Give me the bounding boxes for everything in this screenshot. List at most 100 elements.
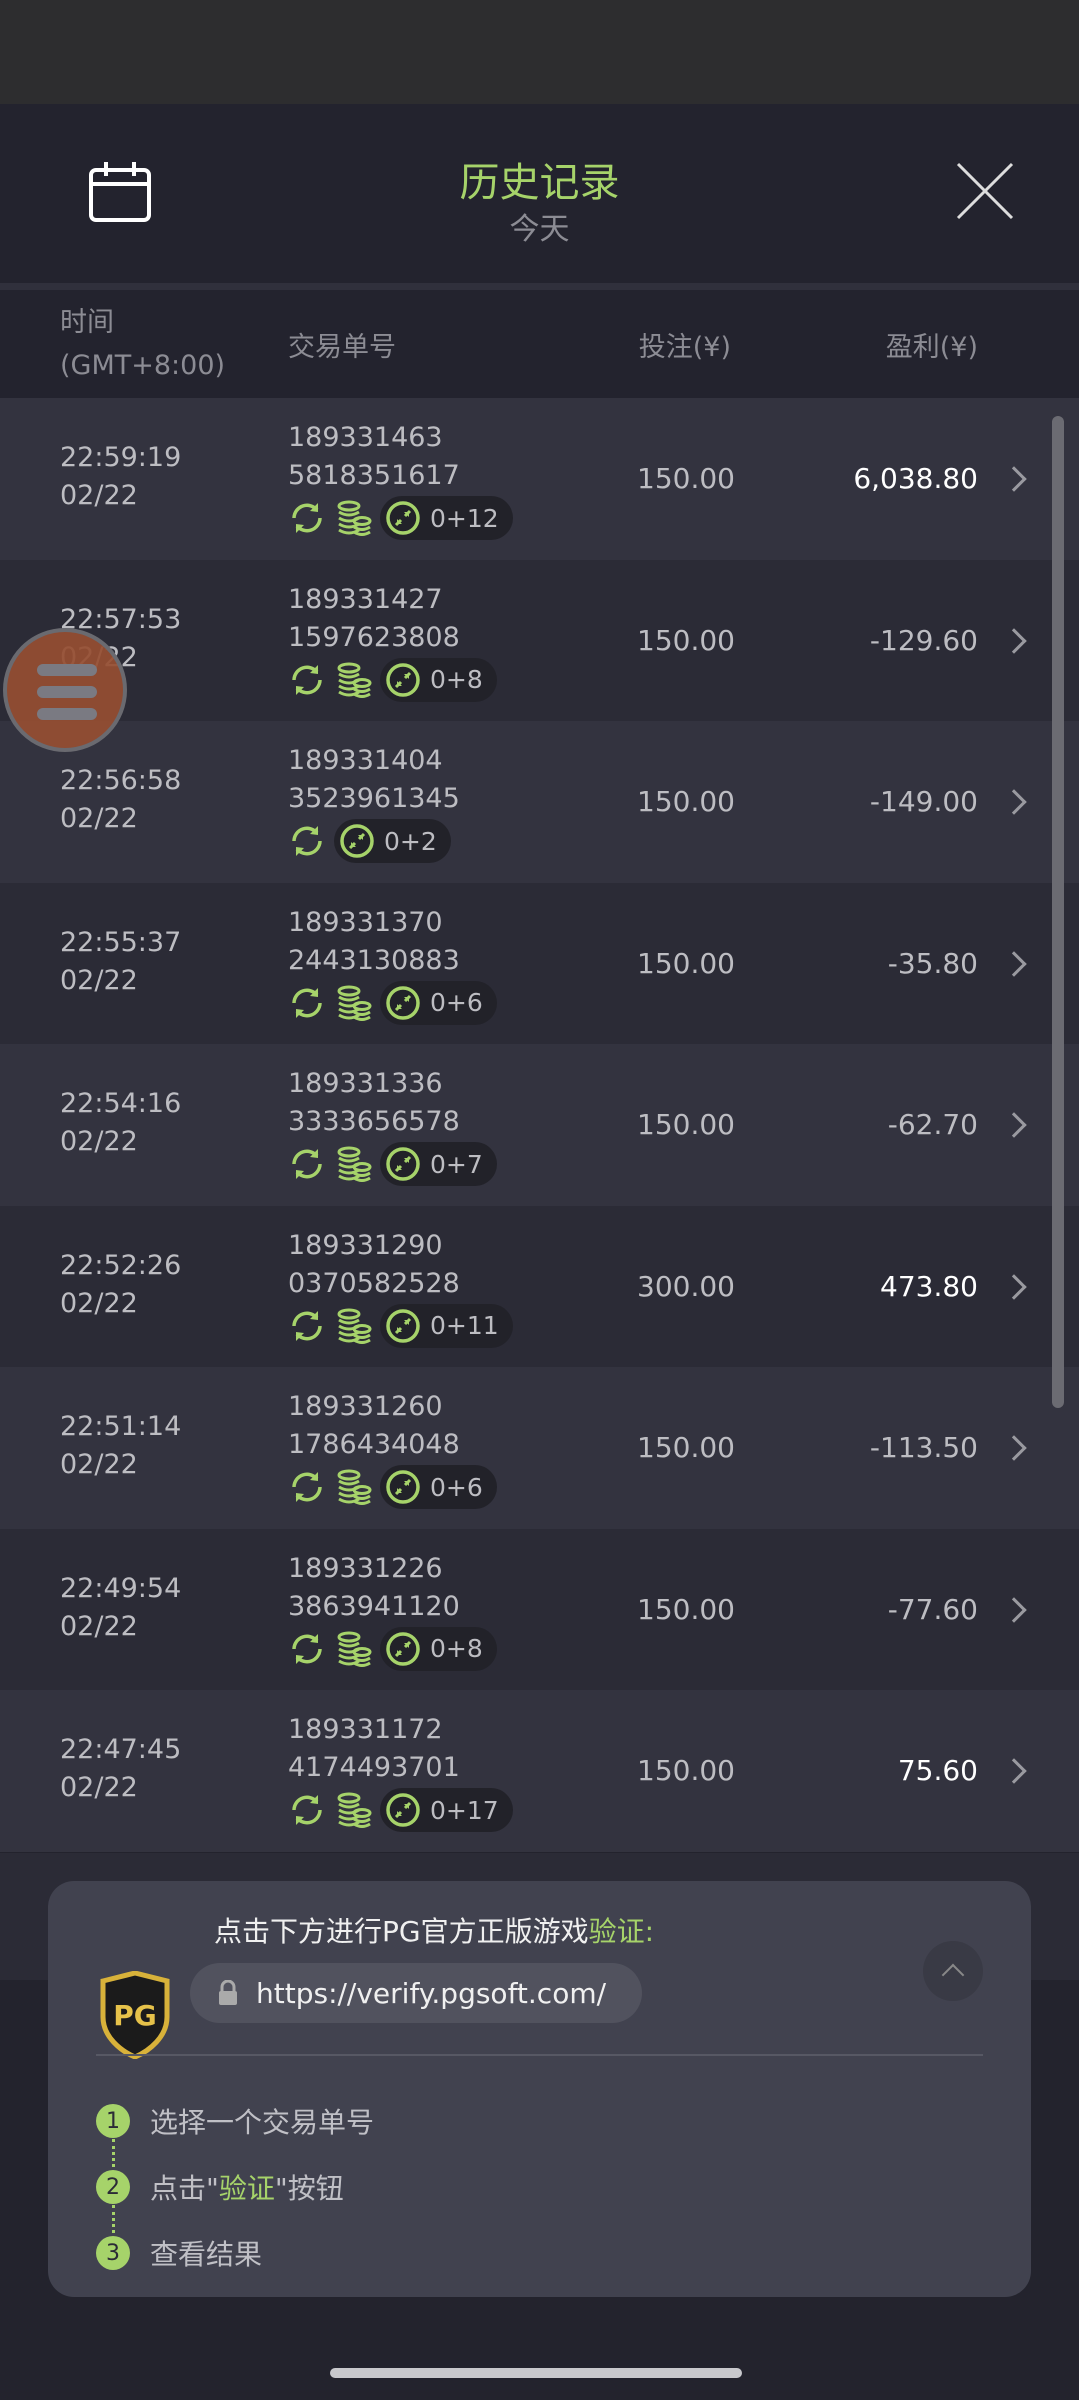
coins-icon — [337, 662, 372, 698]
bet-amount: 150.00 — [637, 1431, 735, 1464]
free-spin-badge: 0+2 — [334, 819, 451, 863]
chevron-right-icon[interactable] — [1001, 466, 1027, 492]
order-id-line2: 3523961345 — [288, 783, 460, 814]
verify-step: 1 选择一个交易单号 — [96, 2101, 374, 2141]
collapse-button[interactable] — [923, 1941, 983, 2001]
free-spin-icon — [386, 1470, 420, 1504]
table-row[interactable]: 22:52:26 02/22 189331290 0370582528 0+11 3… — [0, 1205, 1079, 1367]
col-bet: 投注(¥) — [638, 332, 731, 363]
chevron-right-icon[interactable] — [1001, 1758, 1027, 1784]
row-date: 02/22 — [60, 1610, 138, 1642]
chevron-right-icon[interactable] — [1001, 1596, 1027, 1623]
coins-icon — [337, 1308, 372, 1344]
badge-count: 0+8 — [430, 1634, 483, 1663]
profit-amount: 6,038.80 — [853, 462, 978, 495]
order-id-line1: 189331260 — [288, 1391, 443, 1422]
refresh-icon — [292, 503, 322, 533]
svg-text:PG: PG — [113, 1999, 157, 2032]
scrollbar[interactable] — [1052, 416, 1064, 1408]
bet-amount: 150.00 — [637, 462, 735, 495]
badge-count: 0+6 — [430, 988, 483, 1017]
free-spin-icon — [340, 824, 374, 858]
row-time: 22:55:37 — [60, 926, 182, 958]
badge-count: 0+2 — [384, 826, 437, 856]
step-text: 点击" — [150, 2172, 219, 2205]
divider — [96, 2054, 983, 2056]
floating-menu-button[interactable] — [3, 628, 127, 752]
profit-amount: -113.50 — [869, 1431, 978, 1464]
chevron-right-icon[interactable] — [1001, 627, 1027, 654]
verify-step: 2 点击"验证"按钮 — [96, 2167, 344, 2207]
table-row[interactable]: 22:55:37 02/22 189331370 2443130883 0+6 15… — [0, 882, 1079, 1044]
free-spin-badge: 0+6 — [380, 1465, 497, 1509]
step-text-end: "按钮 — [274, 2172, 344, 2205]
refresh-icon — [292, 1795, 322, 1825]
verify-heading-text: 点击下方进行PG官方正版游戏 — [214, 1915, 589, 1948]
chevron-right-icon[interactable] — [1001, 789, 1027, 815]
verify-url: https://verify.pgsoft.com/ — [256, 1976, 607, 2010]
lock-icon — [219, 1980, 237, 2005]
calendar-icon[interactable] — [88, 160, 152, 224]
table-row[interactable]: 22:51:14 02/22 189331260 1786434048 0+6 15… — [0, 1367, 1079, 1529]
header: 历史记录 今天 — [0, 104, 1079, 283]
order-id-line2: 5818351617 — [288, 460, 460, 491]
close-icon[interactable] — [956, 162, 1014, 220]
verify-panel: PG 点击下方进行PG官方正版游戏验证: https://verify.pgso… — [48, 1881, 1031, 2297]
free-spin-icon — [386, 1308, 420, 1343]
row-time: 22:51:14 — [60, 1411, 182, 1442]
free-spin-badge: 0+12 — [380, 496, 513, 540]
chevron-right-icon[interactable] — [1001, 1112, 1027, 1138]
step-number: 2 — [96, 2170, 130, 2204]
page-title: 历史记录 — [459, 160, 620, 206]
row-time: 22:49:54 — [60, 1572, 182, 1604]
table-row[interactable]: 22:54:16 02/22 189331336 3333656578 0+7 15… — [0, 1044, 1079, 1206]
row-time: 22:59:19 — [60, 442, 182, 473]
home-indicator[interactable] — [330, 2368, 742, 2378]
bet-amount: 150.00 — [637, 1592, 735, 1626]
col-order: 交易单号 — [288, 332, 396, 363]
verify-url-link[interactable]: https://verify.pgsoft.com/ — [190, 1963, 642, 2023]
order-id-line1: 189331336 — [288, 1068, 443, 1099]
order-id-line2: 3333656578 — [288, 1106, 460, 1137]
verify-heading-colon: : — [644, 1915, 655, 1948]
col-profit: 盈利(¥) — [885, 332, 978, 363]
table-header: 时间 (GMT+8:00) 交易单号 投注(¥) 盈利(¥) — [0, 290, 1079, 398]
free-spin-icon — [386, 1793, 420, 1827]
profit-amount: 473.80 — [880, 1269, 978, 1303]
coins-icon — [337, 500, 372, 536]
table-row[interactable]: 22:56:58 02/22 189331404 3523961345 0+2 15… — [0, 721, 1079, 883]
chevron-right-icon[interactable] — [1001, 950, 1027, 977]
order-id-line2: 3863941120 — [288, 1590, 460, 1622]
pg-logo: PG — [100, 1971, 170, 2059]
table-row[interactable]: 22:59:19 02/22 189331463 5818351617 0+12 1… — [0, 398, 1079, 560]
step-text: 选择一个交易单号 — [150, 2106, 375, 2139]
order-id-line2: 1786434048 — [288, 1429, 460, 1460]
chevron-right-icon[interactable] — [1001, 1435, 1027, 1461]
table-row[interactable]: 22:49:54 02/22 189331226 3863941120 0+8 15… — [0, 1528, 1079, 1690]
free-spin-icon — [386, 1147, 420, 1181]
refresh-icon — [292, 1310, 322, 1341]
coins-icon — [337, 985, 372, 1021]
badge-count: 0+12 — [430, 503, 499, 533]
profit-amount: -149.00 — [869, 785, 978, 818]
free-spin-icon — [386, 1631, 420, 1666]
date-filter-label[interactable]: 今天 — [509, 212, 570, 247]
status-bar — [0, 0, 1079, 104]
coins-icon — [337, 1469, 372, 1505]
step-accent: 验证 — [218, 2172, 275, 2205]
verify-heading: 点击下方进行PG官方正版游戏验证: — [214, 1910, 654, 1950]
row-date: 02/22 — [60, 803, 138, 834]
free-spin-badge: 0+6 — [380, 980, 497, 1025]
refresh-icon — [292, 1149, 322, 1179]
table-row[interactable]: 22:47:45 02/22 189331172 4174493701 0+17 1… — [0, 1690, 1079, 1852]
badge-count: 0+6 — [430, 1472, 483, 1502]
chevron-right-icon[interactable] — [1001, 1273, 1027, 1300]
col-timezone: (GMT+8:00) — [60, 350, 226, 381]
row-date: 02/22 — [60, 1772, 138, 1803]
verify-step: 3 查看结果 — [96, 2233, 262, 2273]
chevron-up-icon — [941, 1963, 965, 1987]
col-time: 时间 — [60, 307, 114, 338]
bet-amount: 300.00 — [637, 1269, 735, 1303]
free-spin-icon — [386, 501, 420, 535]
